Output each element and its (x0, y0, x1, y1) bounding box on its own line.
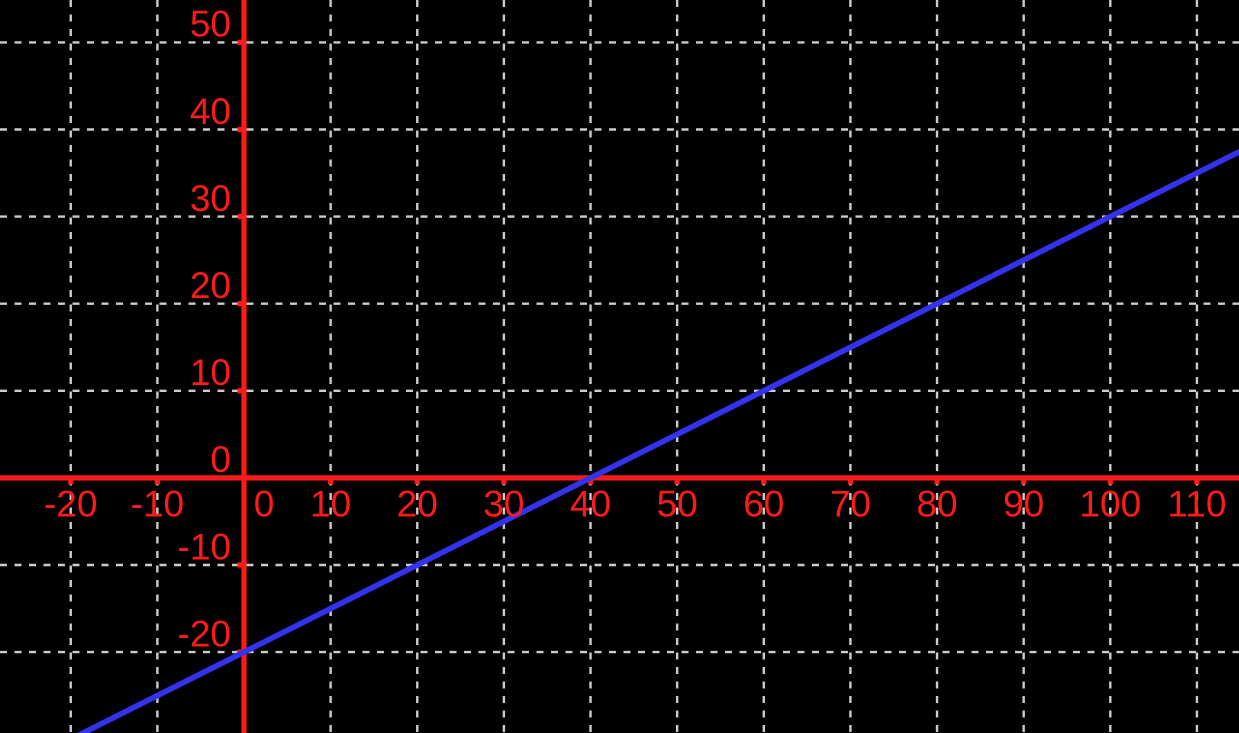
svg-text:-20: -20 (44, 484, 97, 525)
svg-text:-20: -20 (178, 613, 231, 654)
svg-text:80: 80 (916, 484, 957, 525)
svg-text:70: 70 (830, 484, 871, 525)
svg-text:30: 30 (483, 484, 524, 525)
svg-text:50: 50 (657, 484, 698, 525)
svg-text:10: 10 (310, 484, 351, 525)
svg-text:90: 90 (1003, 484, 1044, 525)
svg-text:40: 40 (570, 484, 611, 525)
svg-text:-10: -10 (131, 484, 184, 525)
svg-text:40: 40 (190, 91, 231, 132)
svg-text:110: 110 (1167, 484, 1226, 525)
svg-text:100: 100 (1079, 484, 1141, 525)
svg-text:60: 60 (743, 484, 784, 525)
svg-text:50: 50 (190, 4, 231, 45)
svg-text:0: 0 (210, 439, 231, 480)
svg-text:30: 30 (190, 178, 231, 219)
svg-text:0: 0 (254, 484, 275, 525)
svg-text:-10: -10 (178, 526, 231, 567)
svg-text:10: 10 (190, 352, 231, 393)
svg-text:20: 20 (397, 484, 438, 525)
svg-text:20: 20 (190, 265, 231, 306)
